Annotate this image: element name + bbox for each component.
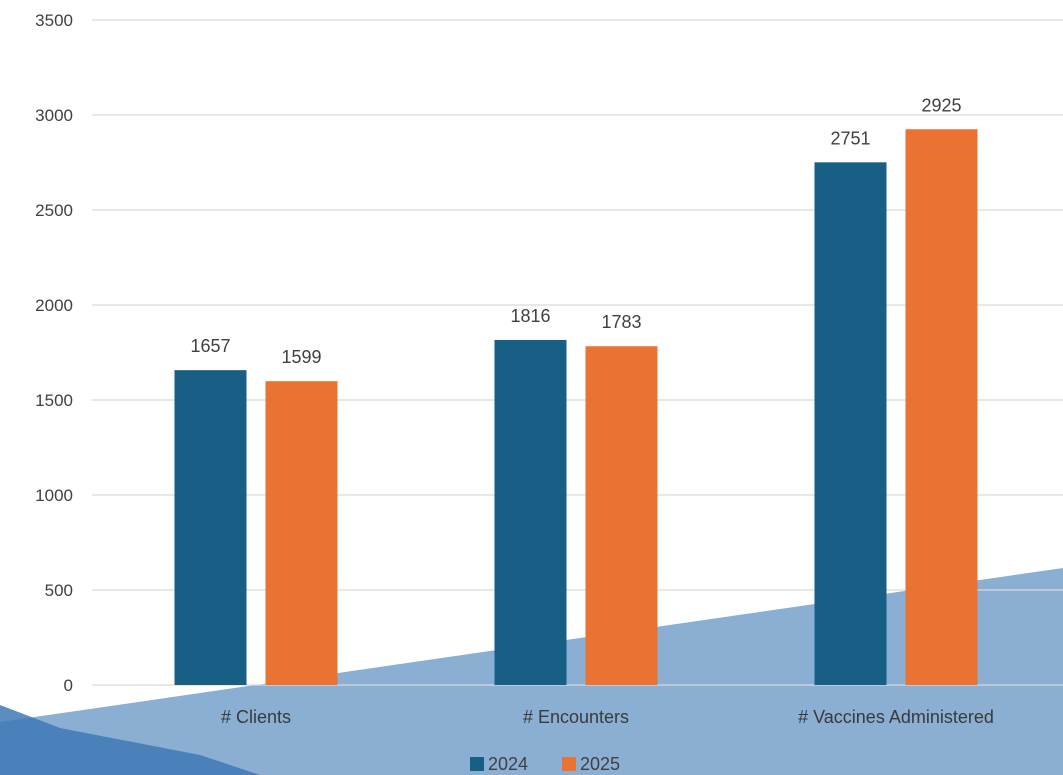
legend-swatch-2025 — [562, 757, 576, 771]
data-label: 2751 — [830, 128, 870, 148]
bar-2025-2 — [905, 129, 978, 685]
y-tick-label: 3500 — [35, 11, 73, 30]
y-axis-ticks: 0 500 1000 1500 2000 2500 3000 3500 — [35, 11, 73, 695]
background-band-dark — [0, 705, 260, 775]
data-label: 1599 — [281, 347, 321, 367]
y-tick-label: 3000 — [35, 106, 73, 125]
data-label: 1816 — [510, 306, 550, 326]
legend-swatch-2024 — [470, 757, 484, 771]
data-label: 1783 — [601, 312, 641, 332]
bar-2024-2 — [814, 162, 887, 685]
category-label: # Clients — [221, 707, 291, 727]
category-label: # Vaccines Administered — [798, 707, 994, 727]
legend: 2024 2025 — [470, 754, 620, 774]
legend-label: 2024 — [488, 754, 528, 774]
x-axis-categories: # Clients # Encounters # Vaccines Administ… — [221, 707, 994, 727]
data-labels: 1657 1599 1816 1783 2751 2925 — [190, 95, 961, 367]
data-label: 1657 — [190, 336, 230, 356]
gridlines — [92, 19, 1063, 686]
data-label: 2925 — [921, 95, 961, 115]
y-tick-label: 2000 — [35, 296, 73, 315]
y-tick-label: 1500 — [35, 391, 73, 410]
y-tick-label: 0 — [64, 676, 73, 695]
y-tick-label: 2500 — [35, 201, 73, 220]
y-tick-label: 500 — [45, 581, 73, 600]
bar-2024-1 — [494, 339, 567, 685]
bar-2025-0 — [265, 381, 338, 685]
category-label: # Encounters — [523, 707, 629, 727]
bar-2024-0 — [174, 370, 247, 685]
y-tick-label: 1000 — [35, 486, 73, 505]
legend-label: 2025 — [580, 754, 620, 774]
bars — [174, 129, 978, 685]
bar-2025-1 — [585, 346, 658, 685]
